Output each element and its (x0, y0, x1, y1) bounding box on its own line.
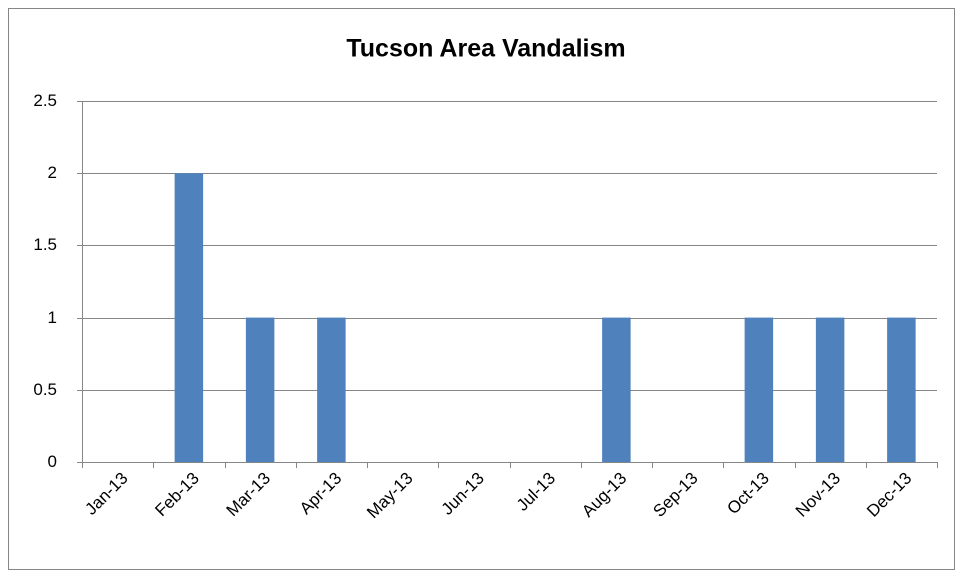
y-tick-label: 0.5 (33, 380, 57, 399)
y-tick-label: 0 (48, 452, 57, 471)
chart-title: Tucson Area Vandalism (346, 35, 625, 63)
bar (317, 317, 346, 462)
bar (602, 317, 631, 462)
bar (887, 317, 916, 462)
y-tick-label: 2.5 (33, 91, 57, 110)
bar (744, 317, 774, 462)
y-tick-label: 2 (48, 163, 57, 182)
bar (174, 173, 204, 462)
bar (245, 317, 275, 462)
bar (815, 317, 845, 462)
y-tick-label: 1 (48, 308, 57, 327)
y-tick-label: 1.5 (33, 235, 57, 254)
